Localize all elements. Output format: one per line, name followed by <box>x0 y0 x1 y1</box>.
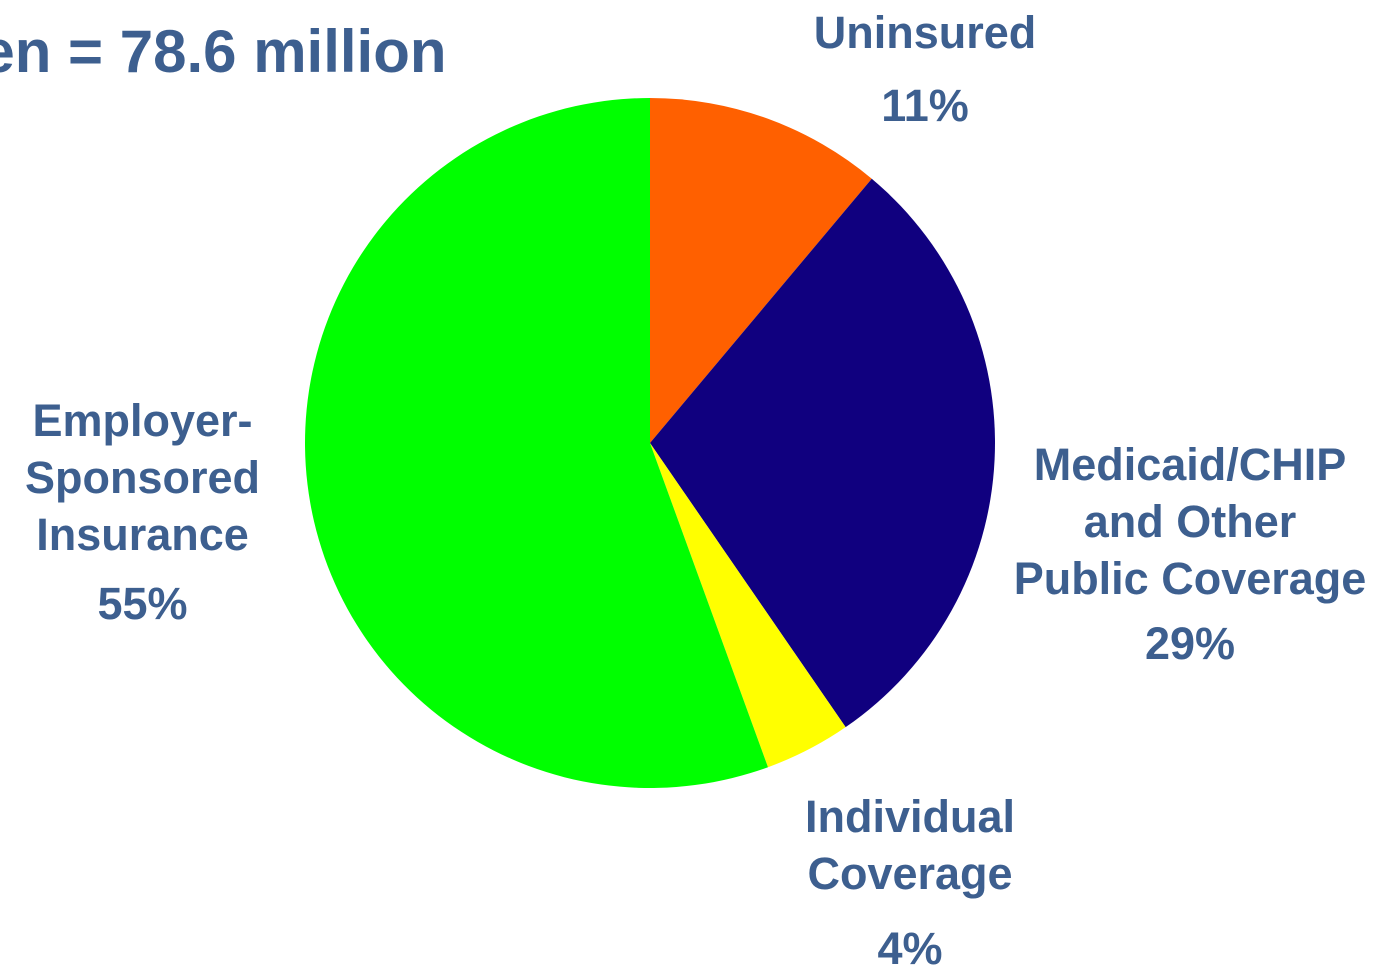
employer-label-line: Insurance <box>36 509 249 560</box>
employer-label-line: Employer- <box>32 395 253 446</box>
individual-label-line: Individual <box>804 791 1015 842</box>
employer-percent: 55% <box>97 578 188 629</box>
individual-label-line: Coverage <box>807 848 1013 899</box>
uninsured-percent: 11% <box>881 80 969 131</box>
medicaid-slice <box>650 178 996 728</box>
employer-label: Employer- Sponsored Insurance 55% <box>0 392 285 632</box>
uninsured-slice <box>650 98 872 443</box>
uninsured-label-line: Uninsured <box>813 7 1037 58</box>
medicaid-label-line: Medicaid/CHIP <box>1033 439 1347 490</box>
uninsured-label: Uninsured 11% <box>775 4 1075 134</box>
medicaid-label-line: Public Coverage <box>1013 553 1367 604</box>
individual-label: Individual Coverage 4% <box>760 788 1060 977</box>
medicaid-label-line: and Other <box>1083 496 1297 547</box>
employer-slice <box>305 98 768 788</box>
medicaid-percent: 29% <box>1144 618 1236 669</box>
chart-title: ren = 78.6 million <box>0 18 447 85</box>
employer-label-line: Sponsored <box>24 452 261 503</box>
individual-percent: 4% <box>877 923 943 974</box>
individual-slice <box>650 443 846 768</box>
medicaid-label: Medicaid/CHIP and Other Public Coverage … <box>1000 436 1380 672</box>
